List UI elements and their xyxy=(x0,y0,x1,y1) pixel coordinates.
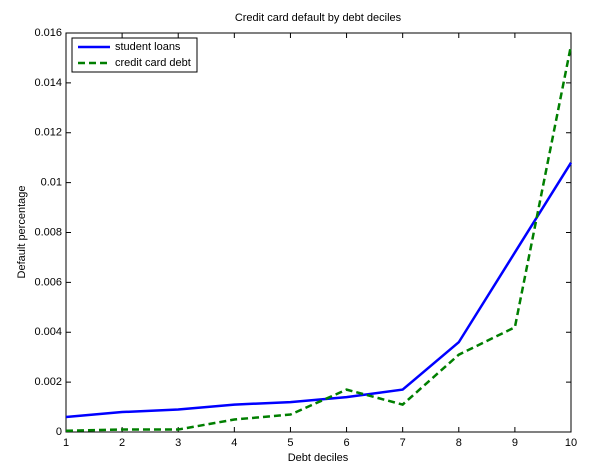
x-tick-label: 10 xyxy=(565,437,577,449)
y-tick-label: 0.004 xyxy=(34,326,62,338)
y-tick-label: 0.016 xyxy=(34,27,62,39)
x-tick-label: 6 xyxy=(343,437,349,449)
y-tick-label: 0.012 xyxy=(34,127,62,139)
y-tick-label: 0.002 xyxy=(34,376,62,388)
plot-frame xyxy=(65,32,572,433)
legend-label: credit card debt xyxy=(115,57,191,69)
chart-title: Credit card default by debt deciles xyxy=(235,12,402,24)
x-tick-label: 1 xyxy=(63,437,69,449)
data-line xyxy=(65,45,573,433)
x-tick-label: 8 xyxy=(456,437,462,449)
x-tick-label: 2 xyxy=(119,437,125,449)
y-tick-label: 0 xyxy=(56,426,62,438)
y-tick-label: 0.01 xyxy=(41,177,62,189)
x-tick-label: 3 xyxy=(175,437,181,449)
legend-box xyxy=(71,37,198,73)
x-axis-label: Debt deciles xyxy=(288,452,349,464)
legend-label: student loans xyxy=(115,41,181,53)
y-tick-label: 0.006 xyxy=(34,276,62,288)
x-tick-label: 4 xyxy=(231,437,237,449)
y-tick-label: 0.008 xyxy=(34,226,62,238)
x-tick-label: 5 xyxy=(287,437,293,449)
y-tick-label: 0.014 xyxy=(34,77,62,89)
data-line xyxy=(65,162,573,419)
y-axis-label: Default percentage xyxy=(16,186,28,279)
x-tick-label: 9 xyxy=(512,437,518,449)
x-tick-label: 7 xyxy=(400,437,406,449)
